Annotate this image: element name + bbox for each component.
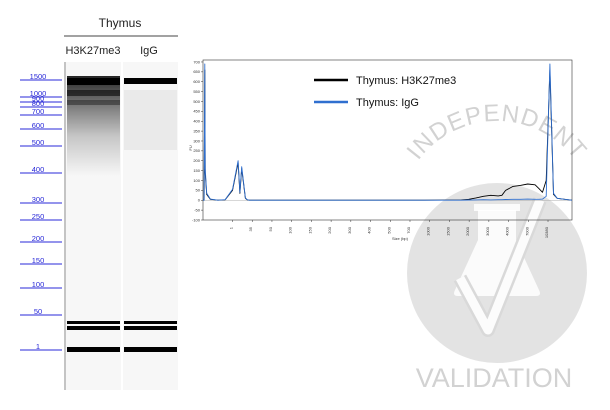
ladder-label: 50 [34,307,42,316]
igg-faint-smear [124,90,177,150]
ladder: 1500100090080070060050040030025020015010… [20,72,62,351]
y-tick-label: 150 [193,168,200,173]
x-tick-label: 7000 [524,226,529,236]
ladder-label: 600 [32,121,45,130]
x-tick-label: 300 [347,226,352,233]
y-tick-label: 300 [193,138,200,143]
ladder-label: 800 [32,99,45,108]
h3k27me3-marker-upper-b [67,326,120,330]
y-tick-label: 550 [193,89,200,94]
ladder-label: 500 [32,138,45,147]
ladder-label: 900 [32,94,45,103]
y-tick-label: 400 [193,119,200,124]
h3k27me3-band-2 [67,90,120,96]
lane-label-igg: IgG [140,45,158,57]
plot-frame [202,59,573,221]
y-tick-label: 250 [193,148,200,153]
x-tick-label: 1000 [426,226,431,236]
ladder-label: 100 [32,280,45,289]
electropherogram: -100-50050100150200250300350400450500550… [188,59,573,241]
x-tick-label: 100 [288,226,293,233]
ladder-label: 250 [32,212,45,221]
y-tick-label: 350 [193,128,200,133]
ladder-label: 200 [32,234,45,243]
ladder-label: 150 [32,256,45,265]
x-tick-label: 3000 [485,226,490,236]
y-tick-label: 500 [193,99,200,104]
ladder-label: 1 [36,342,40,351]
y-tick-label: 50 [196,188,201,193]
y-tick-label: -50 [194,207,201,212]
igg-marker-lower [124,347,177,352]
x-tick-label: 1 [229,226,234,229]
y-tick-label: 450 [193,109,200,114]
legend-label-h3k27me3: Thymus: H3K27me3 [356,75,456,87]
plot-series [203,63,573,201]
y-tick-label: 200 [193,158,200,163]
x-tick-label: 2000 [465,226,470,236]
h3k27me3-band-3 [67,100,120,105]
lane-label-h3k27me3: H3K27me3 [65,45,120,57]
watermark-bottom-text: VALIDATION [416,363,573,393]
y-tick-label: 650 [193,69,200,74]
ladder-label: 300 [32,195,45,204]
svg-text:INDEPENDENT: INDEPENDENT [402,100,592,165]
y-tick-label: 600 [193,79,200,84]
flask-check-icon [453,197,547,337]
y-axis-label: FU [188,145,193,150]
h3k27me3-marker-upper-a [67,321,120,324]
series-line-1 [203,63,573,201]
tissue-label: Thymus [99,16,142,30]
ladder-label: 1000 [30,89,47,98]
x-tick-label: 400 [367,226,372,233]
ladder-label: 400 [32,165,45,174]
gel-panel: Thymus H3K27me3 IgG 15001000900800700600… [20,16,178,390]
y-tick-label: 700 [193,59,200,64]
igg-marker-upper-b [124,326,177,330]
x-tick-label: 200 [327,226,332,233]
x-axis-label: Size (bp) [392,236,409,241]
watermark-top-text: INDEPENDENT [402,100,591,165]
y-tick-label: 100 [193,178,200,183]
y-tick-label: 0 [198,198,201,203]
x-tick-label: 35 [248,226,253,231]
x-tick-label: 10380 [544,226,549,238]
ladder-label: 700 [32,107,45,116]
x-tick-label: 1500 [445,226,450,236]
y-tick-label: -100 [192,217,201,222]
legend-label-igg: Thymus: IgG [356,97,419,109]
igg-band-upper [124,78,177,84]
ladder-label: 1500 [30,72,47,81]
x-tick-label: 700 [406,226,411,233]
x-tick-label: 50 [268,226,273,231]
x-tick-label: 500 [386,226,391,233]
legend: Thymus: H3K27me3 Thymus: IgG [314,75,456,109]
h3k27me3-band-upper [67,78,120,85]
x-tick-label: 150 [307,226,312,233]
igg-marker-upper-a [124,321,177,324]
h3k27me3-marker-lower [67,347,120,352]
x-tick-label: 4000 [505,226,510,236]
watermark: INDEPENDENT VALIDATION [402,100,592,393]
plot-axes: -100-50050100150200250300350400450500550… [192,59,573,238]
series-line-0 [203,69,573,201]
